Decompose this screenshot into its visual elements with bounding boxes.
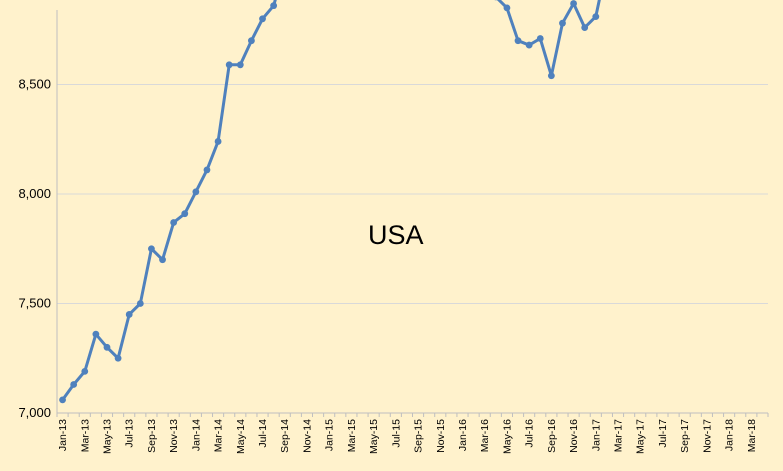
data-point [203, 166, 211, 174]
x-tick-label: May-15 [368, 419, 380, 454]
data-point [214, 138, 222, 145]
x-tick-label: Jan-18 [724, 419, 736, 451]
x-tick-label: Jul-14 [257, 419, 269, 448]
data-point [503, 4, 511, 12]
y-axis-tick-labels: 7,0007,5008,0008,5009,0009,50010,00010,5… [18, 77, 51, 421]
data-point [170, 219, 178, 226]
x-tick-label: May-17 [635, 419, 647, 454]
x-tick-label: Jan-17 [590, 419, 602, 451]
y-tick-label: 7,000 [18, 405, 51, 420]
x-axis-tick-labels: Jan-13 Mar-13 May-13 Jul-13 Sep-13 Nov-13 Jan-… [57, 419, 758, 454]
data-point [103, 343, 111, 351]
data-point [114, 354, 122, 362]
x-tick-label: Sep-14 [279, 419, 291, 453]
chart-annotation: USA [368, 220, 424, 250]
x-tick-label: Nov-14 [301, 419, 313, 453]
x-tick-label: Jan-13 [57, 419, 69, 451]
x-tick-label: Jan-15 [324, 419, 336, 451]
data-point [159, 256, 166, 264]
axes [56, 10, 769, 417]
data-point [570, 0, 577, 7]
data-point [547, 72, 555, 80]
y-tick-label: 7,500 [18, 296, 51, 311]
x-tick-label: May-13 [101, 419, 113, 454]
data-point [92, 330, 100, 338]
data-point [536, 35, 544, 42]
data-point [70, 381, 78, 388]
x-tick-label: Mar-15 [346, 419, 358, 452]
y-tick-label: 8,500 [18, 77, 51, 92]
x-tick-label: Nov-17 [701, 419, 713, 453]
x-tick-label: Jul-17 [657, 419, 669, 448]
data-point [248, 37, 255, 45]
data-point [259, 15, 266, 23]
x-tick-label: Jul-16 [524, 419, 536, 448]
series-line [61, 0, 601, 401]
x-tick-label: Sep-16 [546, 419, 558, 453]
data-point [270, 2, 278, 10]
data-point [514, 37, 522, 45]
data-point [559, 19, 566, 27]
x-tick-label: Mar-14 [213, 419, 225, 452]
data-point [192, 188, 200, 196]
series-usa [59, 0, 601, 404]
x-tick-label: Jan-16 [457, 419, 469, 451]
x-tick-label: Sep-15 [413, 419, 425, 453]
x-tick-label: May-14 [235, 419, 247, 454]
x-tick-label: Mar-13 [79, 419, 91, 452]
data-point [148, 245, 155, 253]
x-tick-label: Mar-17 [613, 419, 625, 452]
x-tick-label: Mar-16 [479, 419, 491, 452]
data-point [181, 210, 189, 218]
x-tick-label: Nov-16 [568, 419, 580, 453]
x-tick-label: Jul-15 [390, 419, 402, 448]
gridlines [57, 84, 768, 304]
x-tick-label: Nov-13 [168, 419, 180, 453]
data-point [236, 61, 244, 69]
data-point [525, 41, 533, 49]
data-point [581, 24, 589, 31]
data-point [225, 61, 233, 69]
x-tick-label: Nov-15 [435, 419, 447, 453]
x-tick-label: Sep-13 [146, 419, 158, 453]
x-tick-label: Jul-13 [124, 419, 136, 448]
x-tick-label: Mar-18 [746, 419, 758, 452]
data-point [81, 367, 89, 375]
x-tick-label: Sep-17 [679, 419, 691, 453]
data-point [136, 300, 144, 307]
data-point [59, 396, 66, 404]
x-tick-label: Jan-14 [190, 419, 202, 451]
y-tick-label: 8,000 [18, 186, 51, 201]
data-point [592, 13, 600, 21]
data-point [125, 311, 133, 318]
x-tick-label: May-16 [501, 419, 513, 454]
